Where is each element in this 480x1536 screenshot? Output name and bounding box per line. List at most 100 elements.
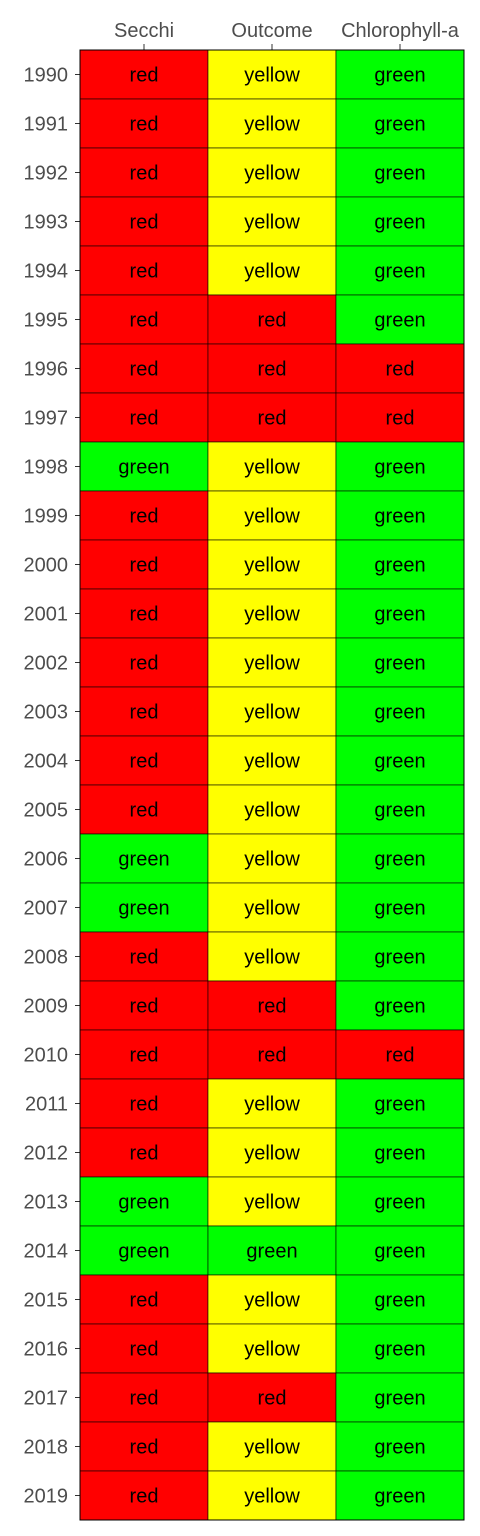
cell-label-1990-outcome: yellow <box>244 65 300 87</box>
heatmap-cell-1993-chlorophyll-a <box>335 196 465 247</box>
cell-label-1997-secchi: red <box>130 408 159 430</box>
heatmap-cell-2018-outcome <box>207 1421 337 1472</box>
cell-label-2014-chlorophyll-a: green <box>374 1241 425 1263</box>
cell-label-2006-chlorophyll-a: green <box>374 849 425 871</box>
cell-label-2009-secchi: red <box>130 996 159 1018</box>
heatmap-cell-2017-chlorophyll-a <box>335 1372 465 1423</box>
cell-label-2019-chlorophyll-a: green <box>374 1486 425 1508</box>
heatmap-cell-2003-chlorophyll-a <box>335 686 465 737</box>
heatmap-cell-2019-secchi <box>79 1470 209 1521</box>
cell-label-1995-chlorophyll-a: green <box>374 310 425 332</box>
heatmap-cell-2002-secchi <box>79 637 209 688</box>
cell-label-2002-outcome: yellow <box>244 653 300 675</box>
cell-label-2012-chlorophyll-a: green <box>374 1143 425 1165</box>
heatmap-cell-1992-outcome <box>207 147 337 198</box>
cell-label-2000-chlorophyll-a: green <box>374 555 425 577</box>
heatmap-cell-2005-secchi <box>79 784 209 835</box>
cell-label-1990-secchi: red <box>130 65 159 87</box>
y-tick-label-2008: 2008 <box>24 947 69 969</box>
y-tick-label-2009: 2009 <box>24 996 69 1018</box>
heatmap-cell-1995-outcome <box>207 294 337 345</box>
cell-label-1994-secchi: red <box>130 261 159 283</box>
cell-label-2012-secchi: red <box>130 1143 159 1165</box>
heatmap-cell-2006-secchi <box>79 833 209 884</box>
cell-label-2018-chlorophyll-a: green <box>374 1437 425 1459</box>
heatmap-cell-2014-outcome <box>207 1225 337 1276</box>
cell-label-2019-secchi: red <box>130 1486 159 1508</box>
cell-label-2006-outcome: yellow <box>244 849 300 871</box>
y-tick-label-2002: 2002 <box>24 653 69 675</box>
cell-label-1997-chlorophyll-a: red <box>386 408 415 430</box>
cell-label-1995-outcome: red <box>258 310 287 332</box>
cell-label-1998-chlorophyll-a: green <box>374 457 425 479</box>
cell-label-2006-secchi: green <box>118 849 169 871</box>
heatmap-cell-2010-secchi <box>79 1029 209 1080</box>
cell-label-1995-secchi: red <box>130 310 159 332</box>
heatmap-cell-1990-outcome <box>207 49 337 100</box>
cell-label-2016-secchi: red <box>130 1339 159 1361</box>
cell-label-2016-outcome: yellow <box>244 1339 300 1361</box>
cell-label-2013-chlorophyll-a: green <box>374 1192 425 1214</box>
heatmap-cell-2006-outcome <box>207 833 337 884</box>
y-tick-label-2013: 2013 <box>24 1192 69 1214</box>
heatmap-cell-2012-chlorophyll-a <box>335 1127 465 1178</box>
heatmap-cell-1994-outcome <box>207 245 337 296</box>
y-tick-label-2017: 2017 <box>24 1388 69 1410</box>
y-tick-label-2014: 2014 <box>24 1241 69 1263</box>
heatmap-cell-2010-outcome <box>207 1029 337 1080</box>
heatmap-cell-2005-chlorophyll-a <box>335 784 465 835</box>
cell-label-1993-outcome: yellow <box>244 212 300 234</box>
cell-label-2013-outcome: yellow <box>244 1192 300 1214</box>
heatmap-cell-2015-chlorophyll-a <box>335 1274 465 1325</box>
cell-label-2015-outcome: yellow <box>244 1290 300 1312</box>
cell-label-2018-outcome: yellow <box>244 1437 300 1459</box>
y-tick-label-2000: 2000 <box>24 555 69 577</box>
cell-label-2017-chlorophyll-a: green <box>374 1388 425 1410</box>
y-tick-label-2010: 2010 <box>24 1045 69 1067</box>
heatmap-cell-2008-secchi <box>79 931 209 982</box>
cell-label-2014-secchi: green <box>118 1241 169 1263</box>
heatmap-cell-2011-secchi <box>79 1078 209 1129</box>
cell-label-2007-chlorophyll-a: green <box>374 898 425 920</box>
y-tick-label-2007: 2007 <box>24 898 69 920</box>
heatmap-cell-2015-outcome <box>207 1274 337 1325</box>
cell-label-2000-outcome: yellow <box>244 555 300 577</box>
cell-label-2007-outcome: yellow <box>244 898 300 920</box>
heatmap-cell-1994-chlorophyll-a <box>335 245 465 296</box>
heatmap-cell-1996-chlorophyll-a <box>335 343 465 394</box>
cell-label-2001-outcome: yellow <box>244 604 300 626</box>
heatmap-cell-1998-chlorophyll-a <box>335 441 465 492</box>
y-tick-label-1992: 1992 <box>24 163 69 185</box>
cell-label-1999-secchi: red <box>130 506 159 528</box>
cell-label-1999-outcome: yellow <box>244 506 300 528</box>
heatmap-cell-2003-secchi <box>79 686 209 737</box>
y-tick-label-2018: 2018 <box>24 1437 69 1459</box>
cell-label-1991-secchi: red <box>130 114 159 136</box>
cell-label-1990-chlorophyll-a: green <box>374 65 425 87</box>
heatmap-cell-2013-chlorophyll-a <box>335 1176 465 1227</box>
heatmap-cell-1990-secchi <box>79 49 209 100</box>
heatmap-cell-2013-secchi <box>79 1176 209 1227</box>
cell-label-1994-outcome: yellow <box>244 261 300 283</box>
cell-label-2017-secchi: red <box>130 1388 159 1410</box>
cell-label-2011-outcome: yellow <box>244 1094 300 1116</box>
cell-label-2003-secchi: red <box>130 702 159 724</box>
heatmap-cell-2004-chlorophyll-a <box>335 735 465 786</box>
heatmap-cell-2016-chlorophyll-a <box>335 1323 465 1374</box>
cell-label-2005-secchi: red <box>130 800 159 822</box>
y-tick-label-2019: 2019 <box>24 1486 69 1508</box>
cell-label-2009-chlorophyll-a: green <box>374 996 425 1018</box>
cell-label-2010-outcome: red <box>258 1045 287 1067</box>
heatmap-cell-1991-outcome <box>207 98 337 149</box>
cell-label-2012-outcome: yellow <box>244 1143 300 1165</box>
heatmap-cell-2014-secchi <box>79 1225 209 1276</box>
y-tick-label-1991: 1991 <box>24 114 69 136</box>
heatmap-cell-1995-chlorophyll-a <box>335 294 465 345</box>
y-tick-label-1999: 1999 <box>24 506 69 528</box>
cell-label-2010-chlorophyll-a: red <box>386 1045 415 1067</box>
heatmap-cell-1996-outcome <box>207 343 337 394</box>
cell-label-2007-secchi: green <box>118 898 169 920</box>
cell-label-2000-secchi: red <box>130 555 159 577</box>
heatmap-cell-2007-chlorophyll-a <box>335 882 465 933</box>
